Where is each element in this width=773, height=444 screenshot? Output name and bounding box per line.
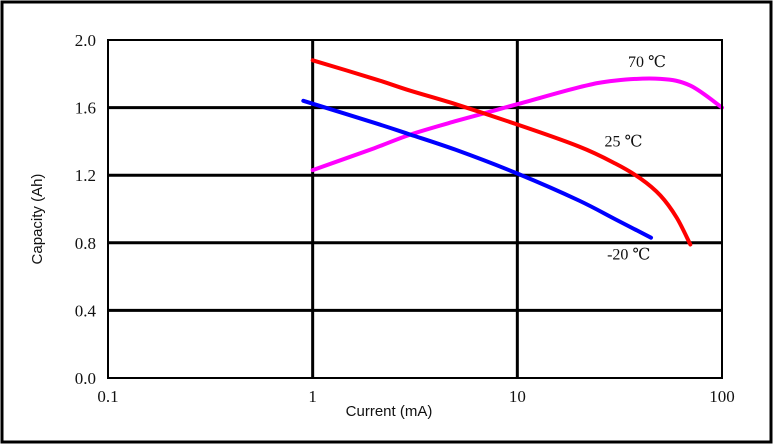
y-tick-label: 1.6 — [75, 99, 96, 118]
x-tick-label: 10 — [509, 387, 526, 406]
series-line--20 — [301, 98, 653, 240]
series-lines — [301, 58, 724, 247]
series-label: 70 ℃ — [628, 54, 666, 71]
y-tick-label: 0.4 — [75, 301, 97, 320]
series-line-25 — [310, 58, 693, 247]
x-tick-label: 1 — [308, 387, 317, 406]
x-tick-label: 0.1 — [97, 387, 118, 406]
series-labels: 70 ℃ 25 ℃ -20 ℃ — [605, 54, 666, 264]
plot-border — [107, 39, 723, 379]
series-label: 25 ℃ — [605, 133, 643, 150]
y-axis-title: Capacity (Ah) — [29, 174, 46, 265]
y-tick-label: 2.0 — [75, 31, 96, 50]
y-tick-label: 1.2 — [75, 166, 96, 185]
tick-labels: 0.1 1 10 100 0.0 0.4 0.8 1.2 1.6 2.0 — [75, 31, 735, 406]
grid — [108, 40, 722, 378]
series-label: -20 ℃ — [607, 247, 650, 264]
x-tick-label: 100 — [709, 387, 735, 406]
y-tick-label: 0.8 — [75, 234, 96, 253]
series-line-70 — [310, 76, 724, 173]
x-axis-title: Current (mA) — [346, 403, 433, 420]
y-tick-label: 0.0 — [75, 369, 96, 388]
